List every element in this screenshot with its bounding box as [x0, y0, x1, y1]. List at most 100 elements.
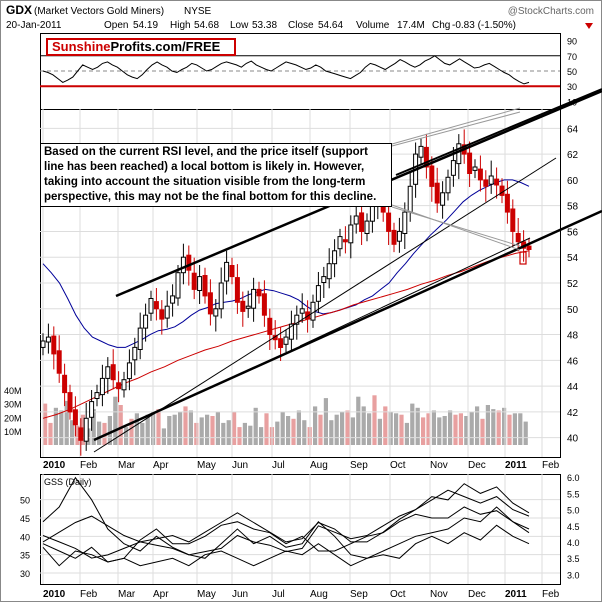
candle-body	[321, 276, 327, 284]
low-label: Low	[230, 20, 249, 31]
volume-layer: 40M 30M 20M 10M	[4, 386, 528, 445]
volume-label: Volume	[356, 20, 390, 31]
volume-bar	[215, 411, 220, 445]
volume-bar	[302, 420, 307, 445]
gss-xtick-Oct: Oct	[390, 589, 406, 600]
gss-right-tick-4.0: 4.0	[567, 538, 580, 548]
price-tick-42: 42	[567, 408, 579, 419]
gss-xtick-2011: 2011	[505, 589, 527, 600]
candle-body	[67, 392, 73, 413]
candle-body	[337, 236, 343, 250]
gss-right-tick-5.0: 5.0	[567, 506, 580, 516]
price-pointer-line-2	[391, 204, 521, 251]
candle-body	[94, 392, 100, 400]
candle-body	[418, 145, 424, 158]
volume-bar	[410, 403, 415, 445]
volume-bar	[421, 417, 426, 445]
gss-xtick-Jun: Jun	[232, 589, 248, 600]
candle-body	[407, 185, 413, 213]
rsi-line	[42, 55, 530, 85]
bottom-marker	[519, 251, 527, 265]
volume-bar	[167, 416, 172, 445]
candle-body	[175, 272, 181, 299]
gss-xtick-Nov: Nov	[430, 589, 448, 600]
volume-bar	[264, 413, 269, 445]
gss-series-3	[42, 489, 530, 559]
candle-body	[218, 282, 224, 310]
candle-body	[348, 224, 354, 244]
price-tick-62: 62	[567, 150, 579, 161]
volume-bar	[48, 422, 53, 445]
candle-body	[494, 178, 500, 186]
price-xtick-Aug: Aug	[310, 460, 328, 471]
rsi-tick-90: 90	[567, 37, 577, 47]
volume-bar	[350, 417, 355, 445]
candle-body	[56, 350, 62, 374]
volume-bar	[496, 410, 501, 445]
candle-body	[386, 212, 392, 232]
price-xtick-Dec: Dec	[468, 460, 486, 471]
brand-logo: SunshineProfits.com/FREE	[46, 38, 236, 56]
gss-xtick-Feb: Feb	[80, 589, 98, 600]
price-xtick-Feb: Feb	[80, 460, 98, 471]
volume-bar	[275, 421, 280, 445]
candle-body	[342, 239, 348, 243]
long-term-upper-line	[395, 88, 602, 176]
volume-tick-40M: 40M	[4, 386, 22, 396]
candle-body	[515, 233, 521, 243]
candle-body	[180, 256, 186, 274]
candle-body	[121, 379, 127, 391]
candle-body	[396, 230, 402, 242]
gss-left-tick-45: 45	[20, 514, 30, 524]
volume-bar	[388, 411, 393, 445]
gss-xtick-2010: 2010	[43, 589, 66, 600]
price-tick-40: 40	[567, 434, 579, 445]
gss-xtick-Mar: Mar	[118, 589, 136, 600]
price-tick-50: 50	[567, 305, 579, 316]
candle-body	[456, 143, 462, 165]
volume-tick-10M: 10M	[4, 427, 22, 437]
volume-bar	[480, 418, 485, 445]
volume-bar	[232, 411, 237, 445]
low-value: 53.38	[252, 20, 277, 31]
volume-bar	[318, 414, 323, 445]
price-tick-58: 58	[567, 202, 579, 213]
candle-body	[488, 175, 494, 185]
volume-bar	[59, 410, 64, 445]
volume-bar	[426, 413, 431, 445]
volume-bar	[237, 427, 242, 445]
price-xtick-Feb: Feb	[542, 460, 560, 471]
candle-body	[170, 295, 176, 304]
price-xtick-2011: 2011	[505, 460, 527, 471]
candle-body	[450, 160, 456, 176]
candle-body	[62, 374, 68, 394]
price-xtick-Jun: Jun	[232, 460, 248, 471]
chg-label: Chg	[432, 20, 450, 31]
volume-bar	[226, 420, 231, 445]
volume-bar	[469, 411, 474, 445]
volume-bar	[199, 417, 204, 445]
candle-body	[126, 362, 132, 380]
close-value: 54.64	[318, 20, 343, 31]
candle-body	[483, 179, 489, 187]
candle-body	[234, 277, 240, 303]
rsi-pointer-line	[391, 107, 521, 145]
candle-body	[137, 327, 143, 351]
volume-bar	[113, 396, 118, 445]
price-tick-60: 60	[567, 176, 579, 187]
candle-body	[213, 308, 219, 317]
volume-bar	[442, 416, 447, 445]
volume-bar	[345, 410, 350, 445]
candle-body	[132, 346, 138, 361]
brand-part-1: Sunshine	[52, 39, 111, 54]
chg-value: -0.83 (-1.50%)	[452, 20, 516, 31]
quote-date: 20-Jan-2011	[6, 20, 62, 31]
open-label: Open	[104, 20, 128, 31]
candle-body	[105, 366, 111, 379]
high-value: 54.68	[194, 20, 219, 31]
volume-bar	[367, 413, 372, 445]
candle-body	[240, 300, 246, 312]
candle-body	[83, 417, 89, 442]
candle-body	[332, 250, 338, 265]
